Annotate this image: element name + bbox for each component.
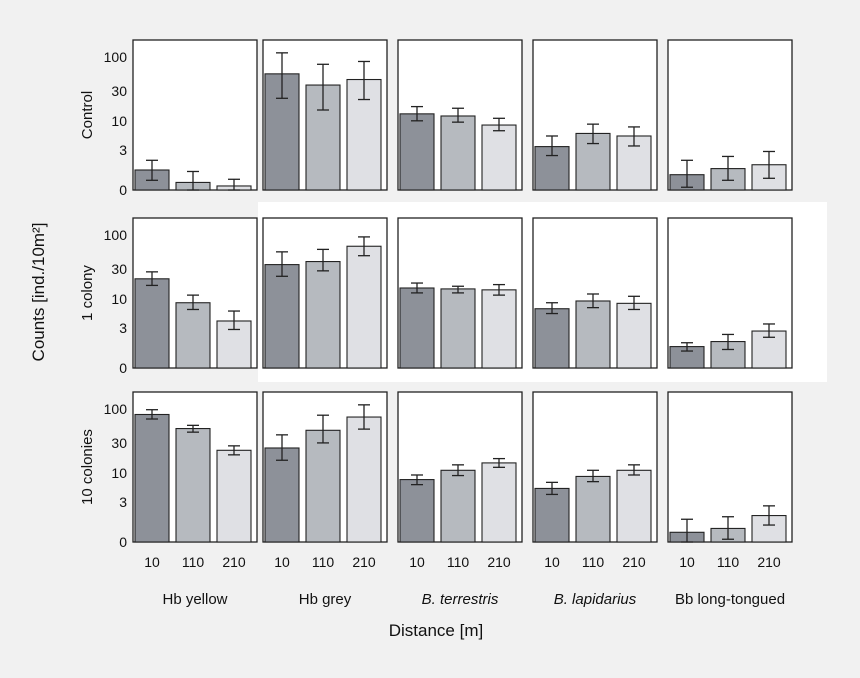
x-tick-label: 110 (182, 554, 205, 570)
bar (399, 113, 435, 191)
bar (534, 308, 570, 369)
bar (440, 288, 476, 369)
bar (440, 469, 476, 543)
bar (264, 264, 300, 369)
x-tick-label: 210 (352, 554, 376, 570)
bar (175, 427, 211, 543)
x-tick-label: 110 (312, 554, 335, 570)
bar (216, 449, 252, 543)
panel-frame (132, 39, 258, 191)
x-tick-label: 10 (144, 554, 160, 570)
bar (175, 302, 211, 369)
column-label-0: Hb yellow (162, 591, 227, 608)
y-tick-label: 100 (104, 49, 128, 65)
bar (134, 413, 170, 543)
x-tick-label: 110 (582, 554, 605, 570)
y-tick-label: 100 (104, 401, 128, 417)
bar (616, 302, 652, 369)
bar (346, 416, 382, 543)
y-axis-title: Counts [ind./10m²] (29, 223, 48, 362)
bar (481, 462, 517, 543)
column-label-4: Bb long-tongued (675, 591, 785, 608)
y-tick-label: 0 (119, 534, 127, 550)
row-label-1: 1 colony (79, 265, 96, 321)
x-tick-label: 10 (409, 554, 425, 570)
y-tick-label: 10 (111, 291, 127, 307)
x-tick-label: 10 (544, 554, 560, 570)
y-tick-label: 3 (119, 320, 127, 336)
bar (534, 487, 570, 543)
bar (305, 429, 341, 543)
y-tick-label: 3 (119, 142, 127, 158)
x-axis-title: Distance [m] (389, 621, 483, 640)
column-label-2: B. terrestris (422, 591, 499, 608)
bar (616, 469, 652, 543)
row-label-2: 10 colonies (79, 429, 96, 505)
y-tick-label: 3 (119, 494, 127, 510)
y-tick-label: 100 (104, 227, 128, 243)
bar (481, 124, 517, 191)
x-tick-label: 110 (447, 554, 470, 570)
y-tick-label: 0 (119, 360, 127, 376)
x-tick-label: 210 (622, 554, 646, 570)
x-tick-label: 10 (274, 554, 290, 570)
bar (751, 330, 787, 369)
bar (399, 287, 435, 369)
x-tick-label: 210 (757, 554, 781, 570)
x-tick-label: 210 (222, 554, 246, 570)
column-label-3: B. lapidarius (554, 591, 637, 608)
x-tick-label: 10 (679, 554, 695, 570)
bar (440, 115, 476, 191)
y-tick-label: 0 (119, 182, 127, 198)
x-tick-label: 110 (717, 554, 740, 570)
bar (134, 278, 170, 369)
bar (346, 245, 382, 369)
y-tick-label: 30 (111, 435, 127, 451)
y-tick-label: 10 (111, 465, 127, 481)
bar (305, 261, 341, 369)
y-tick-label: 10 (111, 113, 127, 129)
bar (575, 300, 611, 369)
bar (481, 289, 517, 369)
bar (399, 479, 435, 543)
y-tick-label: 30 (111, 83, 127, 99)
bar (264, 447, 300, 543)
bar (575, 475, 611, 543)
row-label-0: Control (79, 91, 96, 139)
x-tick-label: 210 (487, 554, 511, 570)
column-label-1: Hb grey (299, 591, 352, 608)
y-tick-label: 30 (111, 261, 127, 277)
